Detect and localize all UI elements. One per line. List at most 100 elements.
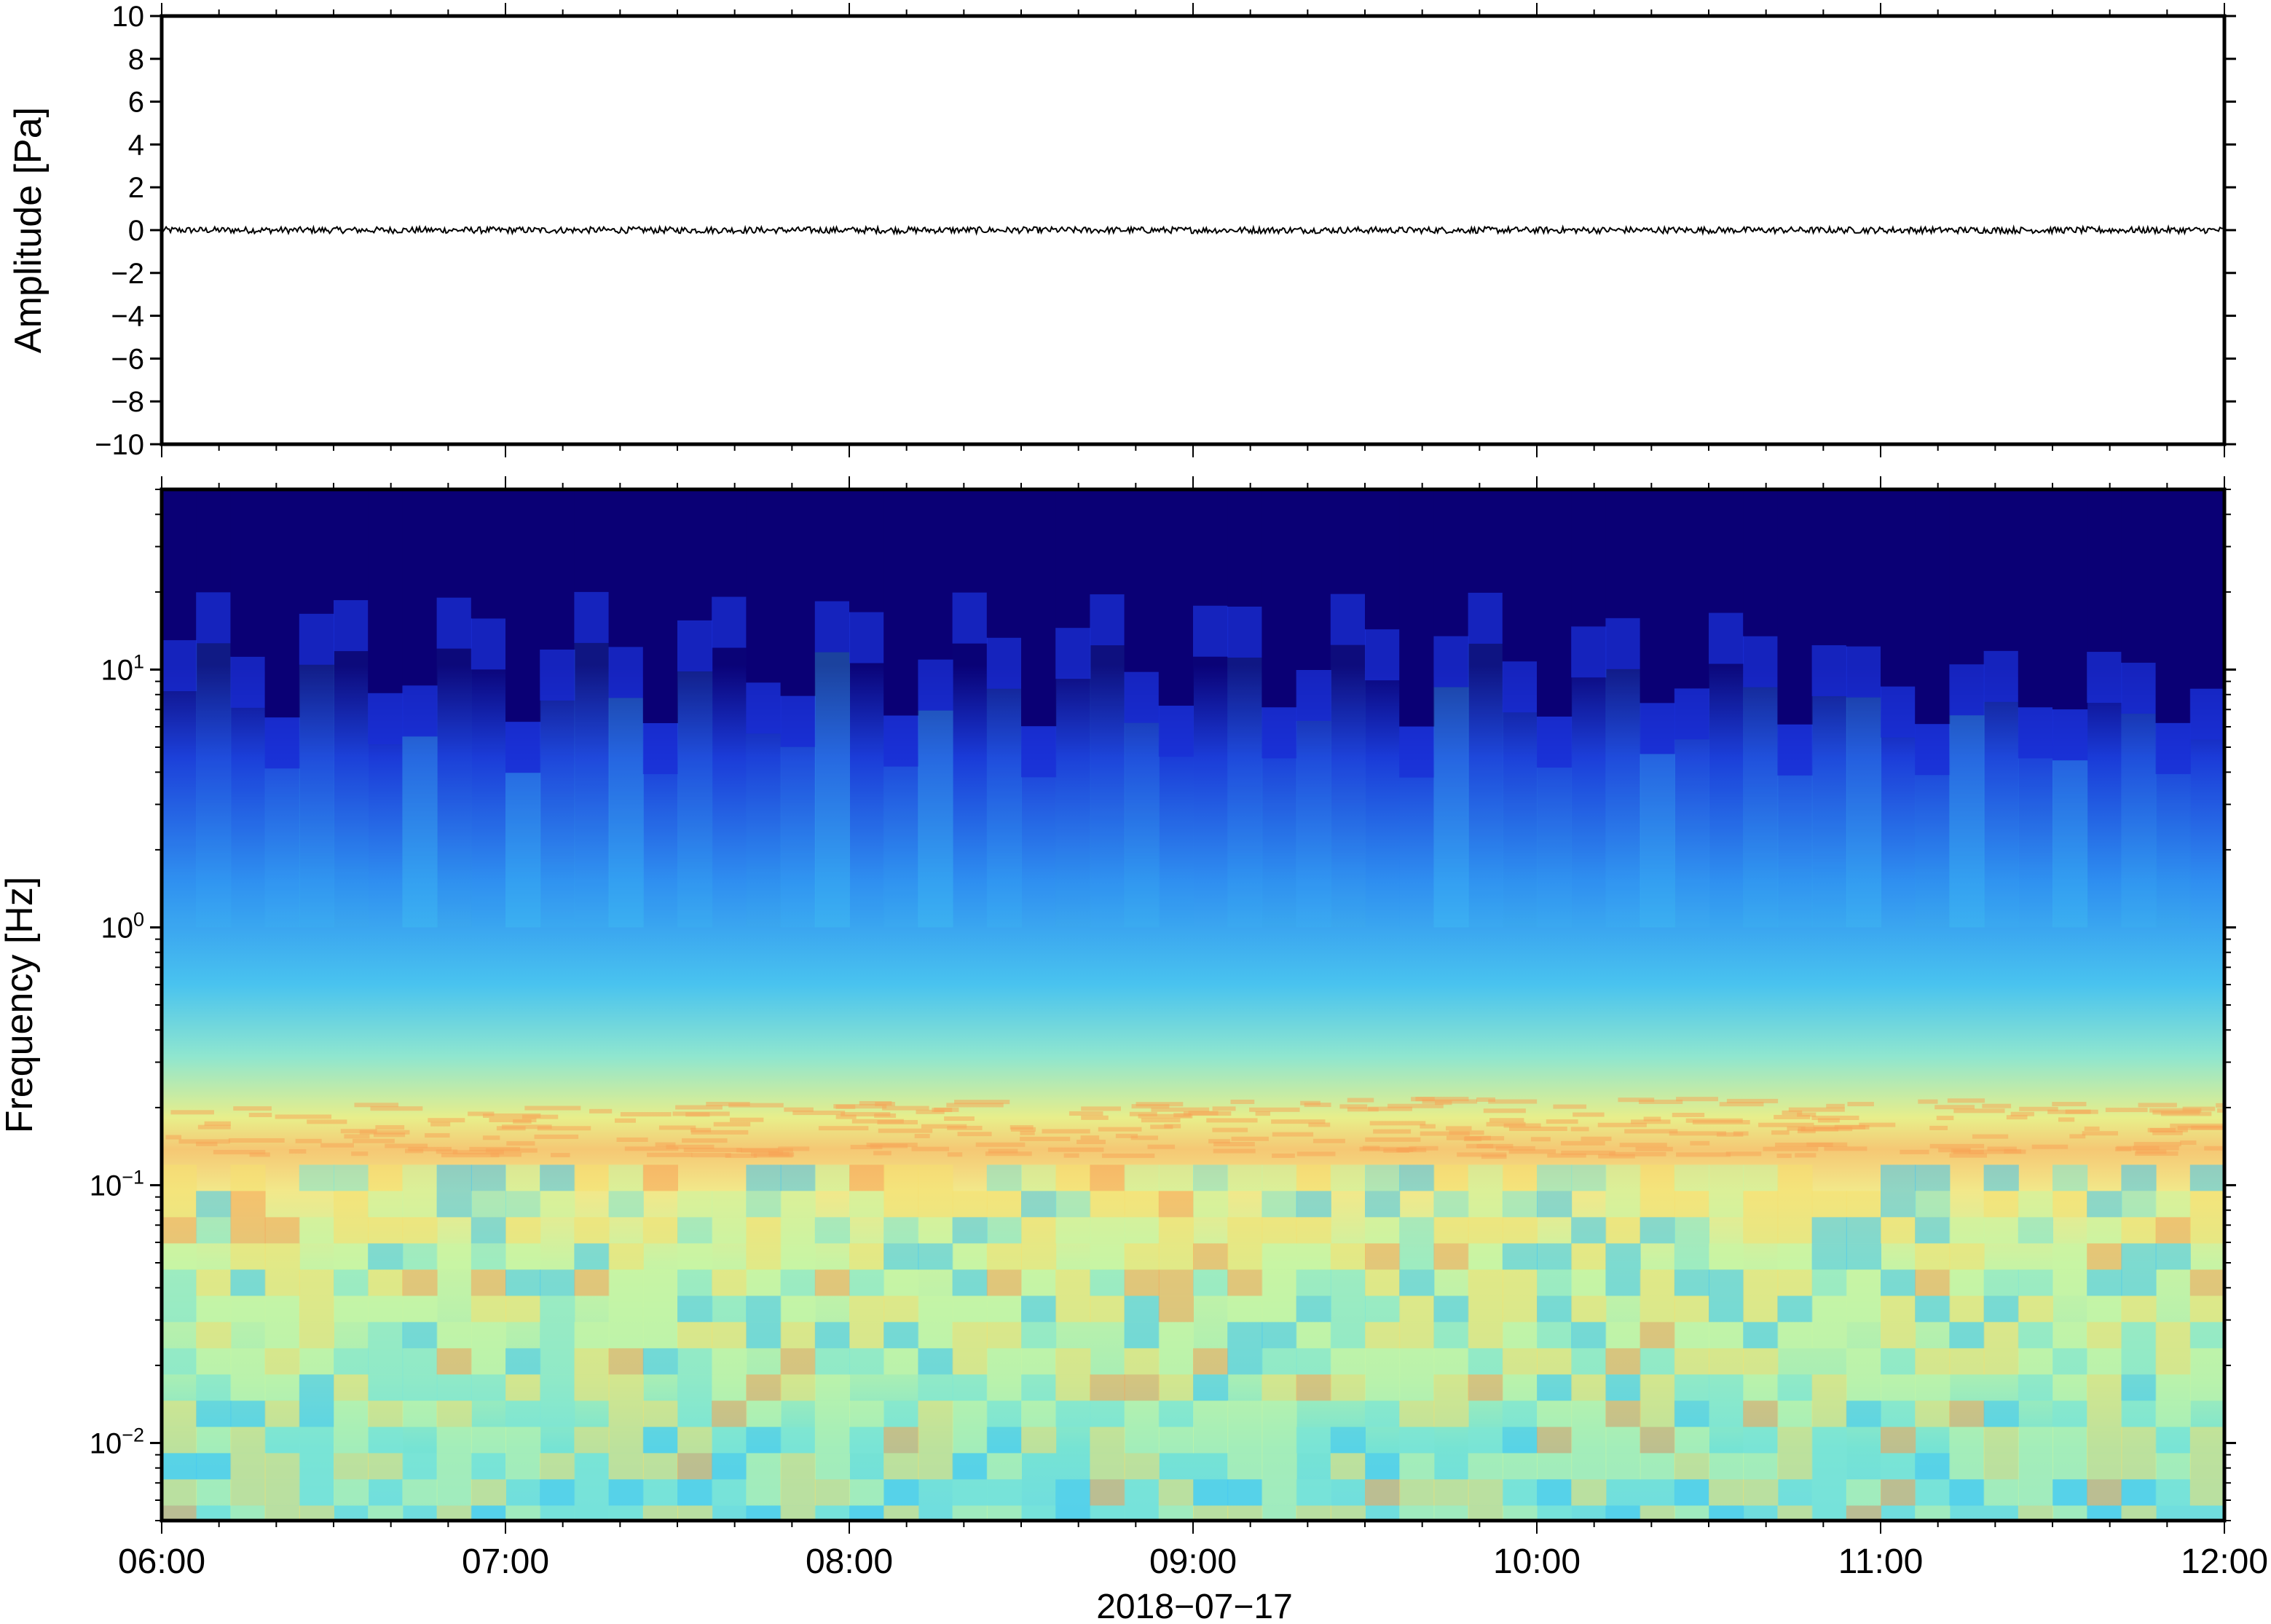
spectrogram-cell <box>1502 1191 1538 1218</box>
spectrogram-cell <box>1571 1164 1607 1191</box>
spectrogram-cell <box>1227 1453 1263 1480</box>
spectrogram-cell <box>2018 1374 2053 1401</box>
spectrogram-cell <box>849 663 884 928</box>
spectrogram-cell <box>1227 606 1263 658</box>
spectrogram-cell <box>2121 1322 2157 1349</box>
spectrogram-cell <box>833 1104 887 1109</box>
spectrogram-cell <box>1021 1505 1057 1521</box>
spectrogram-cell <box>746 1164 782 1191</box>
spectrogram-cell <box>1468 1427 1503 1454</box>
spectrogram-cell <box>2189 1164 2224 1191</box>
spectrogram-cell <box>1227 657 1263 928</box>
spectrogram-cell <box>505 1296 541 1323</box>
spectrogram-cell <box>299 1453 334 1480</box>
spectrogram-cell <box>2121 1243 2157 1270</box>
spectrogram-cell <box>1811 1243 1847 1270</box>
spectrogram-cell <box>1775 1143 1833 1148</box>
spectrogram-cell <box>1692 1120 1750 1125</box>
spectrogram-cell <box>196 1191 232 1218</box>
spectrogram-cell <box>436 1400 472 1427</box>
spectrogram-cell <box>1296 1191 1331 1218</box>
spectrogram-cell <box>1347 1097 1374 1103</box>
spectrogram-cell <box>1055 1191 1091 1218</box>
spectrogram-cell <box>1433 1374 1469 1401</box>
spectrogram-cell <box>540 1374 575 1401</box>
spectrogram-cell <box>1605 489 1641 618</box>
spectrogram-y-ticks: 101 100 10−1 10−2 <box>90 489 2236 1521</box>
spectrogram-cell <box>1811 1322 1847 1349</box>
spectrogram-cell <box>574 1243 610 1270</box>
spectrogram-frame <box>160 487 2227 1523</box>
spectrogram-cell <box>1983 1348 2019 1375</box>
spectrogram-cell <box>1047 1147 1104 1152</box>
amplitude-y-tick-label: −6 <box>111 343 144 375</box>
spectrogram-cell <box>196 1348 232 1375</box>
spectrogram-cell <box>1124 1400 1160 1427</box>
spectrogram-cell <box>334 489 369 601</box>
spectrogram-cell <box>436 1479 472 1506</box>
spectrogram-cell <box>1476 1097 1495 1102</box>
spectrogram-cell <box>691 1153 731 1158</box>
spectrogram-cell <box>1846 489 1881 647</box>
spectrogram-cell <box>746 1374 782 1401</box>
spectrogram-cell <box>1881 1348 1916 1375</box>
spectrogram-cell <box>471 1164 506 1191</box>
spectrogram-cell <box>932 1108 953 1113</box>
spectrogram-cell <box>1669 1131 1726 1136</box>
spectrogram-cell <box>642 1348 678 1375</box>
spectrogram-cell <box>1709 1296 1744 1323</box>
spectrogram-cell <box>1159 757 1194 927</box>
spectrogram-cell <box>264 768 300 928</box>
spectrogram-cell <box>2155 1427 2191 1454</box>
spectrogram-cell <box>1124 1191 1160 1218</box>
spectrogram-cell <box>1262 1400 1297 1427</box>
spectrogram-cell <box>2116 1146 2160 1151</box>
spectrogram-cell <box>368 1269 404 1296</box>
spectrogram-cell <box>1777 1243 1813 1270</box>
spectrogram-cell <box>1811 1453 1847 1480</box>
spectrogram-cell <box>677 1296 713 1323</box>
spectrogram-cell <box>1330 1322 1366 1349</box>
spectrogram-cell <box>1782 1110 1803 1115</box>
spectrogram-cell <box>780 1296 816 1323</box>
spectrogram-cell <box>1399 1322 1435 1349</box>
spectrogram-cell <box>952 1322 988 1349</box>
spectrogram-cell <box>165 1135 182 1140</box>
spectrogram-cell <box>642 1505 678 1521</box>
spectrogram-cell <box>642 1217 678 1244</box>
spectrogram-cell <box>1227 489 1263 607</box>
spectrogram-cell <box>2087 1217 2122 1244</box>
spectrogram-cell <box>1776 1154 1792 1159</box>
spectrogram-cell <box>1571 489 1607 627</box>
spectrogram-cell <box>320 1143 354 1148</box>
spectrogram-cell <box>870 1143 908 1148</box>
spectrogram-cell <box>230 1453 266 1480</box>
spectrogram-cell <box>1255 1111 1271 1116</box>
spectrogram-cell <box>1915 1164 1951 1191</box>
spectrogram-cell <box>1605 1322 1641 1349</box>
spectrogram-cell <box>1124 671 1160 723</box>
spectrogram-cell <box>264 489 300 718</box>
spectrogram-cell <box>1020 1130 1035 1135</box>
spectrogram-cell <box>1797 1112 1817 1117</box>
spectrogram-cell <box>2018 1479 2053 1506</box>
spectrogram-cell <box>814 489 850 602</box>
spectrogram-cell <box>2018 1191 2053 1218</box>
spectrogram-cell <box>1674 1269 1709 1296</box>
spectrogram-cell <box>986 1427 1022 1454</box>
spectrogram-cell <box>952 1453 988 1480</box>
spectrogram-cell <box>1640 489 1675 703</box>
spectrogram-cell <box>505 489 541 722</box>
time-tick-label: 08:00 <box>806 1542 893 1581</box>
spectrogram-cell <box>850 1145 883 1150</box>
spectrogram-cell <box>162 1269 197 1296</box>
spectrogram-cell <box>1733 1131 1749 1136</box>
spectrogram-cell <box>1915 489 1951 725</box>
spectrogram-cell <box>677 620 713 671</box>
spectrogram-cell <box>402 1191 438 1218</box>
spectrogram-cell <box>485 1148 538 1153</box>
spectrogram-cell <box>690 1127 712 1132</box>
spectrogram-cell <box>918 1296 953 1323</box>
spectrogram-cell <box>1365 1374 1401 1401</box>
spectrogram-cell <box>1262 1427 1297 1454</box>
